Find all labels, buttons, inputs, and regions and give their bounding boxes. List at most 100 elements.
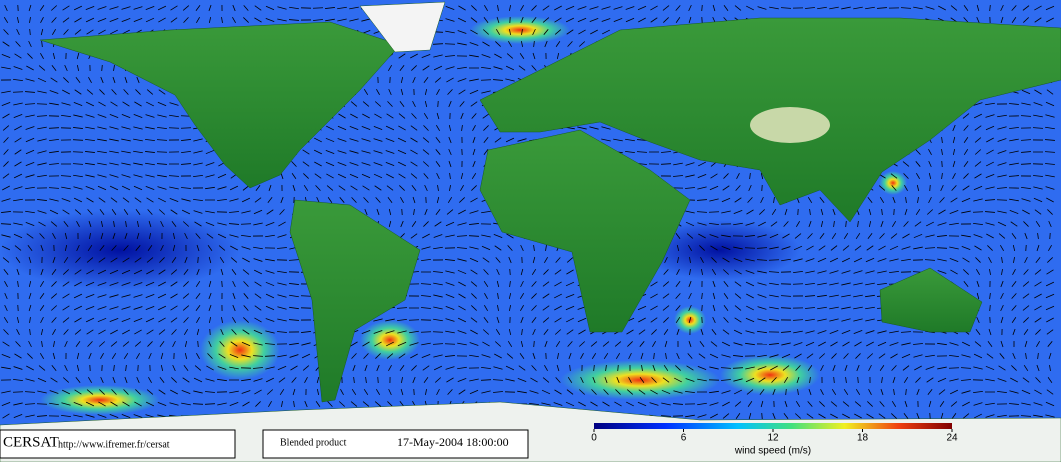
wind-arrow: [111, 352, 117, 360]
wind-arrow: [75, 257, 81, 263]
wind-arrow: [85, 114, 95, 118]
wind-arrow: [195, 305, 201, 311]
wind-arrow: [16, 316, 20, 324]
wind-arrow: [1035, 257, 1041, 263]
wind-arrow: [422, 365, 430, 371]
wind-arrow: [1021, 186, 1031, 190]
wind-arrow: [194, 365, 202, 371]
wind-arrow: [578, 29, 586, 35]
wind-arrow: [566, 389, 574, 395]
wind-arrow: [745, 270, 755, 274]
wind-arrow: [709, 185, 719, 191]
wind-arrow: [916, 172, 920, 180]
wind-arrow: [829, 282, 839, 286]
wind-arrow: [577, 317, 587, 323]
wind-arrow: [293, 400, 295, 408]
wind-arrow: [133, 174, 143, 178]
wind-arrow: [109, 150, 119, 154]
wind-arrow: [12, 391, 24, 393]
wind-arrow: [974, 125, 982, 131]
wind-arrow: [989, 4, 991, 12]
wind-arrow: [591, 389, 597, 395]
wind-arrow: [99, 389, 105, 395]
wind-arrow: [208, 4, 212, 12]
wind-arrow: [1021, 151, 1031, 153]
wind-arrow: [470, 17, 478, 23]
wind-arrow: [121, 174, 131, 178]
wind-arrow: [181, 402, 191, 406]
wind-arrow: [759, 209, 765, 215]
wind-arrow: [925, 234, 935, 238]
wind-arrow: [133, 414, 143, 418]
wind-arrow: [745, 342, 755, 346]
wind-arrow: [36, 103, 48, 105]
wind-arrow: [784, 400, 788, 408]
wind-arrow: [86, 269, 94, 275]
wind-arrow: [781, 246, 791, 250]
colorbar-tick-label: 0: [591, 433, 597, 444]
wind-arrow: [544, 364, 548, 372]
wind-arrow: [361, 150, 371, 154]
wind-arrow: [650, 305, 658, 311]
wind-arrow: [708, 211, 720, 213]
wind-arrow: [386, 353, 394, 359]
wind-arrow: [110, 257, 118, 263]
url[interactable]: http://www.ifremer.fr/cersat: [58, 439, 170, 450]
wind-arrow: [865, 318, 875, 322]
wind-arrow: [781, 353, 791, 359]
wind-arrow: [471, 172, 477, 180]
wind-arrow: [171, 377, 177, 383]
wind-arrow: [975, 329, 981, 335]
wind-arrow: [1, 211, 11, 213]
wind-arrow: [701, 304, 703, 312]
wind-arrow: [277, 18, 287, 22]
wind-arrow: [400, 76, 404, 84]
wind-arrow: [242, 401, 250, 407]
wind-arrow: [805, 258, 815, 262]
wind-arrow: [509, 268, 511, 276]
wind-arrow: [388, 364, 392, 372]
wind-arrow: [734, 317, 742, 323]
wind-arrow: [469, 42, 479, 46]
wind-arrow: [423, 125, 429, 131]
wind-arrow: [973, 390, 983, 394]
wind-arrow: [673, 162, 683, 166]
wind-arrow: [676, 328, 680, 336]
wind-arrow: [363, 388, 369, 396]
wind-arrow: [975, 268, 981, 276]
wind-arrow: [40, 52, 44, 60]
wind-arrow: [289, 319, 299, 321]
wind-arrow: [63, 29, 69, 35]
wind-arrow: [769, 246, 779, 250]
wind-arrow: [493, 379, 503, 381]
wind-arrow: [495, 328, 501, 336]
wind-arrow: [327, 196, 333, 204]
wind-arrow: [124, 232, 128, 240]
wind-arrow: [386, 113, 394, 119]
wind-arrow: [373, 125, 383, 131]
wind-arrow: [351, 388, 357, 396]
wind-arrow: [123, 245, 129, 251]
wind-arrow: [987, 341, 993, 347]
wind-arrow: [938, 5, 946, 11]
wind-arrow: [891, 400, 897, 408]
wind-arrow: [291, 161, 297, 167]
wind-arrow: [905, 388, 907, 396]
wind-arrow: [1009, 126, 1019, 130]
wind-arrow: [73, 127, 83, 129]
storm: [470, 16, 570, 44]
wind-arrow: [566, 269, 574, 275]
wind-arrow: [145, 17, 155, 23]
wind-arrow: [676, 268, 680, 276]
wind-arrow: [807, 233, 813, 239]
wind-arrow: [49, 402, 59, 406]
wind-arrow: [182, 221, 190, 227]
colorbar-label: wind speed (m/s): [734, 446, 811, 457]
wind-arrow: [449, 184, 451, 192]
wind-arrow: [146, 329, 154, 335]
wind-arrow: [925, 221, 935, 227]
wind-arrow: [170, 305, 178, 311]
wind-arrow: [793, 319, 803, 321]
wind-arrow: [721, 210, 731, 214]
wind-arrow: [603, 352, 609, 360]
